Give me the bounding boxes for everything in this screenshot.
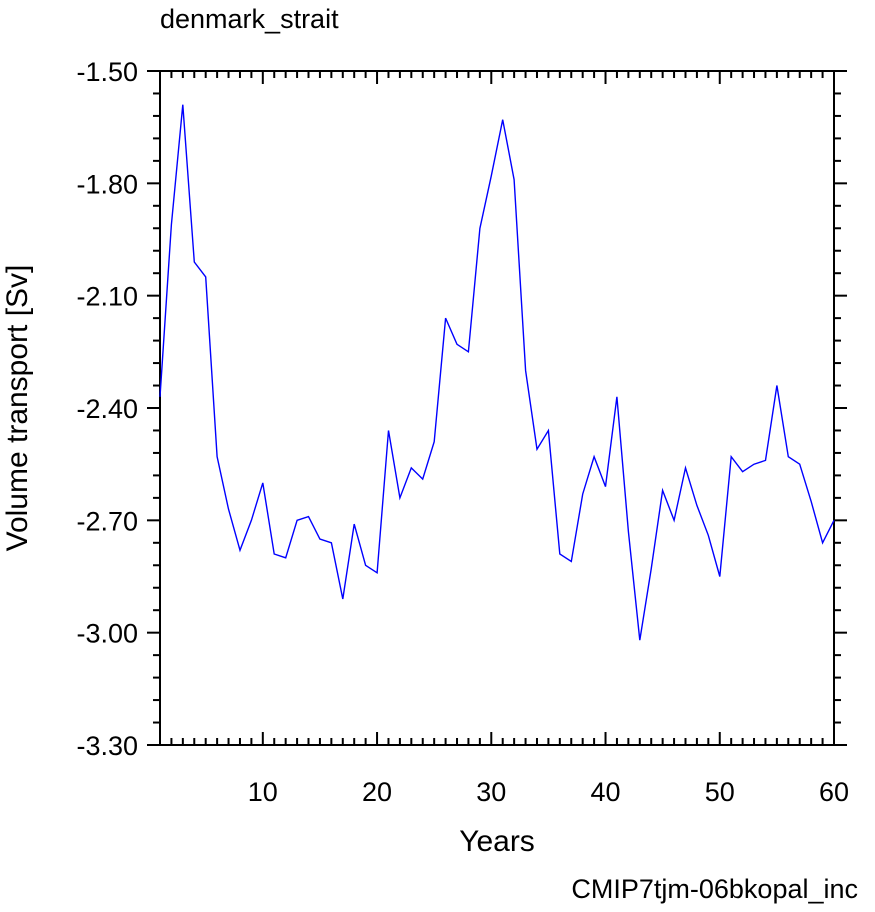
chart-title: denmark_strait xyxy=(160,4,339,34)
x-tick-label: 10 xyxy=(248,777,278,807)
x-tick-label: 40 xyxy=(591,777,621,807)
y-tick-label: -3.30 xyxy=(76,731,138,761)
x-axis-tick-labels: 10 20 30 40 50 60 xyxy=(248,777,849,807)
footer-label: CMIP7tjm-06bkopal_inc xyxy=(571,874,858,904)
y-tick-label: -1.50 xyxy=(76,57,138,87)
series-group xyxy=(159,104,835,641)
y-axis-tick-labels: -1.50 -1.80 -2.10 -2.40 -2.70 -3.00 -3.30 xyxy=(76,57,138,761)
y-tick-label: -3.00 xyxy=(76,619,138,649)
series-line xyxy=(159,104,835,641)
y-tick-label: -2.10 xyxy=(76,282,138,312)
y-tick-label: -1.80 xyxy=(76,169,138,199)
plot-area xyxy=(159,70,835,746)
x-tick-label: 30 xyxy=(476,777,506,807)
y-tick-label: -2.70 xyxy=(76,506,138,536)
axis-ticks xyxy=(147,70,847,746)
x-tick-label: 20 xyxy=(362,777,392,807)
plot-frame xyxy=(159,70,835,746)
x-tick-label: 60 xyxy=(819,777,849,807)
x-tick-label: 50 xyxy=(705,777,735,807)
y-axis-title: Volume transport [Sv] xyxy=(1,265,34,552)
y-tick-label: -2.40 xyxy=(76,394,138,424)
x-axis-title: Years xyxy=(459,825,535,858)
